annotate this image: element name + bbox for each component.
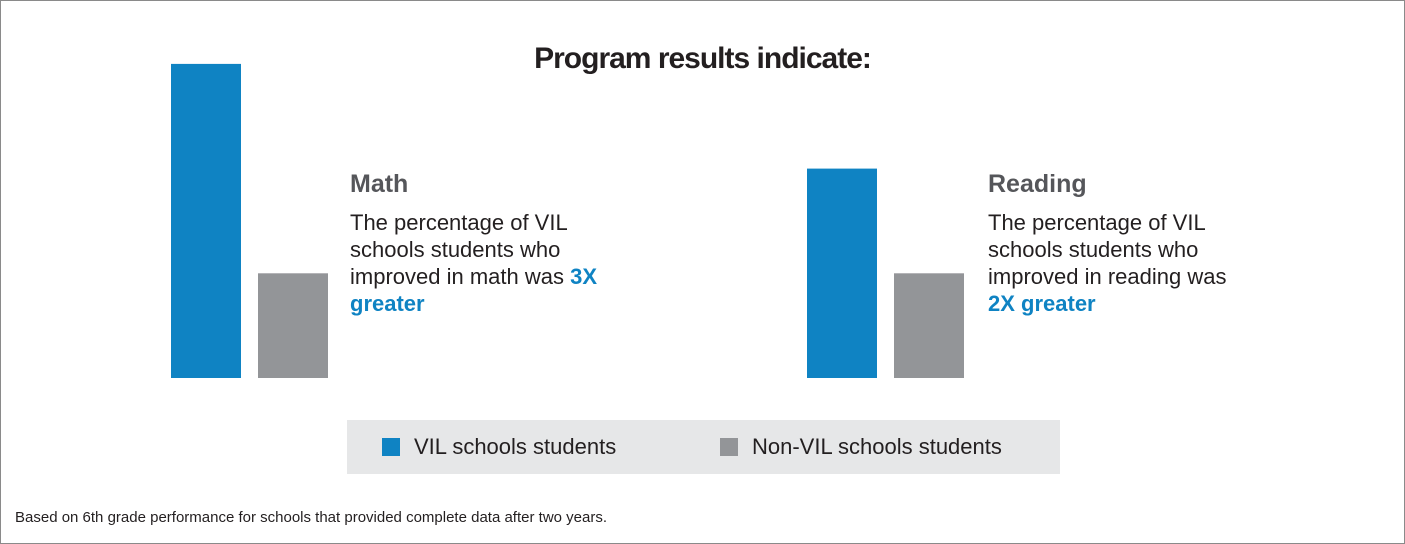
reading-text: The percentage of VIL schools students w… xyxy=(988,210,1227,289)
chart-title: Program results indicate: xyxy=(534,42,872,75)
math-description: The percentage of VIL schools students w… xyxy=(350,209,610,317)
bar-math-non-vil xyxy=(258,273,328,378)
legend-item-non-vil: Non-VIL schools students xyxy=(720,434,1002,460)
reading-block: Reading The percentage of VIL schools st… xyxy=(988,170,1248,317)
math-block: Math The percentage of VIL schools stude… xyxy=(350,170,610,317)
bar-reading-vil xyxy=(807,168,877,378)
bar-math-vil xyxy=(171,63,241,379)
math-highlight: 3X greater xyxy=(350,264,598,316)
reading-heading: Reading xyxy=(988,170,1087,198)
legend-label-non-vil: Non-VIL schools students xyxy=(752,434,1002,459)
legend-swatch-non-vil xyxy=(720,438,738,456)
math-text: The percentage of VIL schools students w… xyxy=(350,210,567,289)
legend-swatch-vil xyxy=(382,438,400,456)
legend-label-vil: VIL schools students xyxy=(414,434,617,459)
legend: VIL schools students Non-VIL schools stu… xyxy=(347,420,1060,474)
reading-highlight: 2X greater xyxy=(988,291,1096,316)
bar-reading-non-vil xyxy=(894,273,964,378)
footnote: Based on 6th grade performance for schoo… xyxy=(15,509,608,526)
math-heading: Math xyxy=(350,170,409,198)
legend-item-vil: VIL schools students xyxy=(382,434,616,460)
reading-description: The percentage of VIL schools students w… xyxy=(988,209,1248,317)
